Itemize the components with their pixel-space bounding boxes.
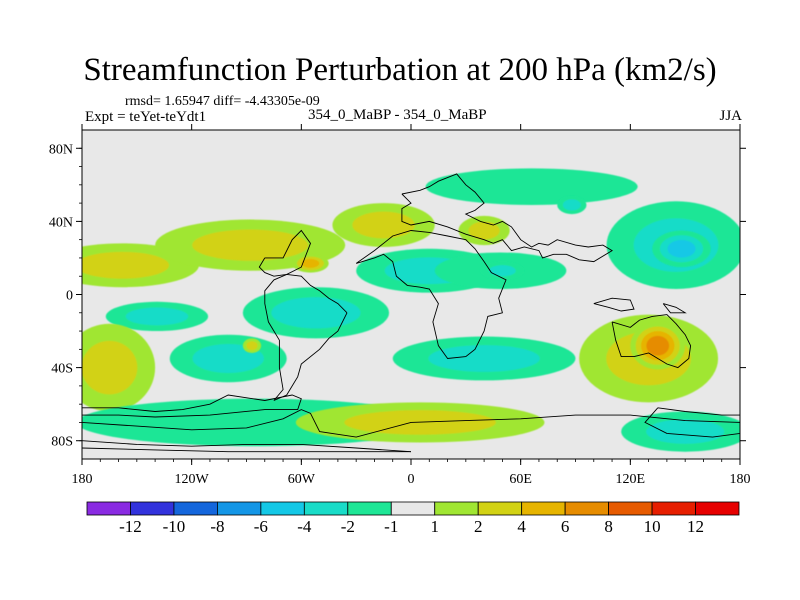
contour-feature — [105, 301, 209, 332]
x-tick-label: 120W — [175, 472, 210, 487]
coastline — [593, 297, 635, 312]
contour-feature — [392, 336, 576, 381]
contour-feature — [169, 334, 287, 383]
contour-fill-layer — [82, 168, 740, 452]
colorbar-swatch — [347, 501, 392, 516]
coastline — [662, 303, 687, 314]
coastline — [264, 273, 348, 401]
coastline-layer — [82, 173, 740, 453]
colorbar-label: 8 — [604, 517, 613, 536]
colorbar-swatch — [434, 501, 479, 516]
x-tick-label: 180 — [730, 472, 751, 487]
contour-band — [352, 211, 415, 239]
y-tick-label: 80S — [51, 435, 73, 450]
contour-band — [82, 251, 170, 279]
colorbar: -12 -10 -8 -6 -4 -2 -1 1 2 4 6 8 10 12 — [86, 501, 740, 536]
contour-feature — [557, 195, 587, 215]
contour-feature — [630, 321, 686, 370]
coastline — [611, 314, 692, 369]
axes: 180 120W 60W 0 60E 120E 180 80N 40N 0 40S 80S — [49, 124, 751, 487]
colorbar-swatch — [130, 501, 175, 516]
x-tick-label: 0 — [408, 472, 415, 487]
contour-feature — [480, 261, 525, 280]
contour-band — [82, 340, 138, 395]
contour-band — [192, 229, 309, 261]
colorbar-label: 6 — [561, 517, 570, 536]
x-tick-label: 180 — [72, 472, 93, 487]
contour-feature — [621, 411, 740, 452]
contour-feature — [458, 215, 510, 246]
experiment-label: Expt = teYet-teYdt1 — [85, 109, 207, 125]
colorbar-label: 4 — [517, 517, 526, 536]
coastline — [82, 394, 302, 418]
colorbar-label: 2 — [474, 517, 483, 536]
coastline — [258, 229, 312, 277]
x-tick-label: 60E — [509, 472, 532, 487]
coastline — [82, 447, 411, 453]
colorbar-label: -4 — [297, 517, 312, 536]
contour-feature — [332, 203, 435, 247]
colorbar-swatch — [173, 501, 218, 516]
contour-band — [468, 221, 500, 240]
y-tick-label: 40S — [51, 362, 73, 377]
contour-band — [246, 341, 258, 351]
coastline — [401, 173, 613, 263]
contour-band — [125, 307, 189, 326]
colorbar-swatch — [651, 501, 696, 516]
case-label: 354_0_MaBP - 354_0_MaBP — [308, 107, 487, 123]
coastline — [355, 230, 507, 359]
colorbar-swatch — [303, 501, 349, 516]
colorbar-label: -2 — [341, 517, 355, 536]
colorbar-label: -10 — [163, 517, 186, 536]
colorbar-swatch — [86, 501, 131, 516]
contour-band — [301, 259, 320, 268]
x-tick-label: 120E — [616, 472, 646, 487]
colorbar-label: -1 — [384, 517, 398, 536]
colorbar-swatch — [521, 501, 566, 516]
colorbar-swatch — [260, 501, 305, 516]
colorbar-swatch — [390, 501, 436, 516]
contour-band — [428, 345, 540, 372]
colorbar-label: -12 — [119, 517, 142, 536]
colorbar-swatch — [216, 501, 262, 516]
coastline — [82, 440, 412, 453]
contour-band — [646, 335, 670, 356]
y-tick-label: 80N — [49, 142, 73, 157]
contour-band — [667, 240, 696, 258]
contour-feature — [82, 323, 156, 412]
coastline — [82, 409, 740, 438]
colorbar-swatch — [608, 501, 653, 516]
x-tick-label: 60W — [288, 472, 316, 487]
contour-feature — [242, 338, 262, 353]
colorbar-swatch — [564, 501, 610, 516]
contour-feature — [652, 230, 711, 268]
colorbar-label: 1 — [430, 517, 439, 536]
y-tick-label: 40N — [49, 215, 73, 230]
colorbar-label: -6 — [254, 517, 268, 536]
contour-feature — [425, 168, 638, 205]
colorbar-swatch — [477, 501, 523, 516]
colorbar-label: 12 — [687, 517, 704, 536]
contour-band — [562, 199, 581, 211]
contour-band — [425, 168, 638, 205]
stats-label: rmsd= 1.65947 diff= -4.43305e-09 — [125, 94, 320, 109]
contour-feature — [292, 254, 329, 273]
colorbar-label: 10 — [644, 517, 661, 536]
contour-band — [489, 265, 516, 277]
season-label: JJA — [719, 108, 742, 124]
colorbar-swatch — [695, 501, 740, 516]
y-tick-label: 0 — [66, 289, 73, 304]
chart-title: Streamfunction Perturbation at 200 hPa (… — [83, 52, 717, 88]
contour-feature — [242, 287, 390, 339]
colorbar-label: -8 — [210, 517, 224, 536]
contour-band — [646, 419, 725, 444]
plot-area — [81, 129, 741, 460]
contour-band — [271, 297, 361, 329]
coastline — [644, 407, 740, 438]
